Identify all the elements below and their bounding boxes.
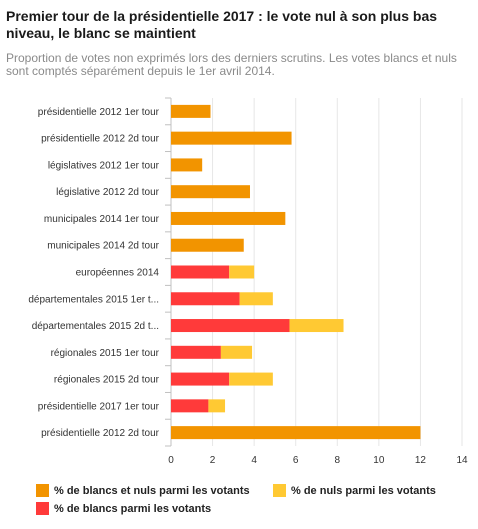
bar-segment[interactable]: [171, 399, 209, 413]
legend-label-blancs-nuls: % de blancs et nuls parmi les votants: [54, 484, 250, 497]
bar-segment[interactable]: [208, 399, 226, 413]
chart-title: Premier tour de la présidentielle 2017 :…: [6, 8, 438, 41]
bar-segment[interactable]: [171, 158, 203, 172]
bar-segment[interactable]: [229, 372, 273, 386]
x-tick-label: 14: [456, 455, 468, 466]
x-tick-label: 0: [168, 455, 174, 466]
legend-item-blancs-nuls[interactable]: % de blancs et nuls parmi les votants: [36, 484, 250, 497]
legend-label-nuls: % de nuls parmi les votants: [291, 484, 436, 497]
bar-segment[interactable]: [171, 131, 292, 145]
x-tick-label: 8: [335, 455, 341, 466]
chart-subtitle: Proportion de votes non exprimés lors de…: [6, 51, 457, 78]
category-label: municipales 2014 2d tour: [47, 241, 159, 252]
x-tick-label: 2: [210, 455, 216, 466]
bars: [171, 104, 421, 440]
category-label: départementales 2015 1er t...: [28, 294, 159, 305]
bar-segment[interactable]: [171, 426, 421, 440]
category-labels: présidentielle 2012 1er tour présidentiel…: [28, 107, 159, 439]
axis-lines: [165, 97, 172, 447]
legend-item-nuls[interactable]: % de nuls parmi les votants: [273, 484, 436, 497]
x-tick-label: 12: [415, 455, 427, 466]
bar-segment[interactable]: [171, 292, 240, 306]
bar-segment[interactable]: [239, 292, 273, 306]
bar-segment[interactable]: [171, 211, 286, 225]
category-label: présidentielle 2017 1er tour: [38, 401, 160, 412]
bar-segment[interactable]: [229, 265, 255, 279]
bar-segment[interactable]: [171, 265, 230, 279]
category-label: présidentielle 2012 2d tour: [41, 134, 160, 145]
bar-segment[interactable]: [171, 185, 250, 199]
x-tick-label: 4: [251, 455, 257, 466]
legend-swatch-nuls: [273, 484, 286, 497]
x-tick-labels: 0 2 4 6 8 10 12 14: [168, 455, 468, 466]
x-tick-label: 10: [373, 455, 385, 466]
bar-segment[interactable]: [171, 319, 290, 333]
category-label: législatives 2012 1er tour: [48, 160, 160, 171]
bar-segment[interactable]: [289, 319, 344, 333]
legend-item-blancs[interactable]: % de blancs parmi les votants: [36, 502, 211, 515]
category-label: départementales 2015 2d t...: [32, 321, 159, 332]
category-label: municipales 2014 1er tour: [44, 214, 160, 225]
bar-segment[interactable]: [171, 372, 230, 386]
category-label: régionales 2015 1er tour: [51, 348, 160, 359]
category-label: présidentielle 2012 2d tour: [41, 428, 160, 439]
x-tick-label: 6: [293, 455, 299, 466]
category-label: européennes 2014: [76, 268, 160, 279]
legend-swatch-blancs: [36, 502, 49, 515]
legend-swatch-blancs-nuls: [36, 484, 49, 497]
category-label: présidentielle 2012 1er tour: [38, 107, 160, 118]
bar-segment[interactable]: [171, 104, 211, 118]
legend-label-blancs: % de blancs parmi les votants: [54, 502, 212, 515]
bar-segment[interactable]: [220, 345, 253, 359]
grid-lines: [170, 98, 463, 446]
category-label: législative 2012 2d tour: [56, 187, 160, 198]
category-label: régionales 2015 2d tour: [54, 375, 160, 386]
bar-segment[interactable]: [171, 238, 244, 252]
bar-segment[interactable]: [171, 345, 221, 359]
